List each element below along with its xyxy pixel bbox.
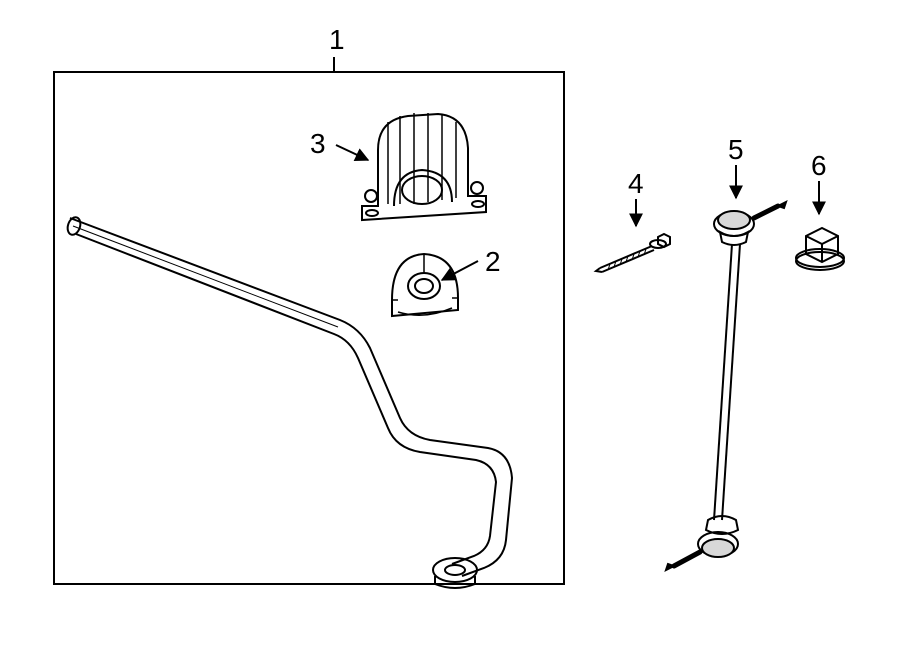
callout-1: 1 (329, 24, 345, 56)
part-link (666, 202, 786, 570)
callout-2: 2 (485, 246, 501, 278)
callout-6: 6 (811, 150, 827, 182)
callout-5: 5 (728, 134, 744, 166)
part-bolt (596, 234, 670, 272)
parts-diagram: 1 2 3 4 5 6 (0, 0, 900, 662)
part-bracket (362, 113, 486, 220)
callout-3: 3 (310, 128, 326, 160)
callout-leaders (336, 145, 819, 280)
group-box (54, 72, 564, 584)
part-bushing (392, 254, 458, 316)
part-nut (796, 228, 844, 270)
callout-4: 4 (628, 168, 644, 200)
part-stabilizer-bar (66, 216, 512, 588)
diagram-svg (0, 0, 900, 662)
